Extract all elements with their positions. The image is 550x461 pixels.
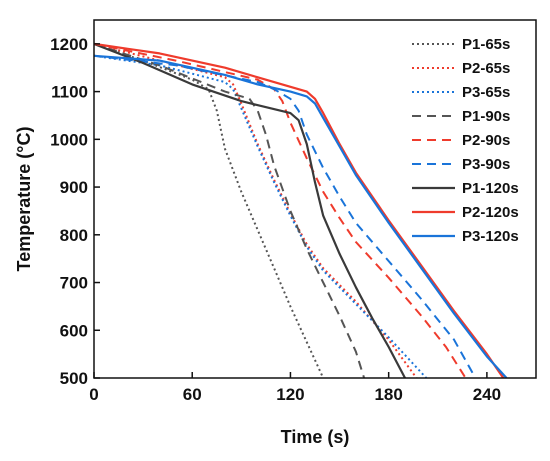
x-tick-label-0: 0 (89, 385, 98, 404)
legend-label-p3-65s: P3-65s (462, 84, 510, 101)
legend-label-p2-65s: P2-65s (462, 60, 510, 77)
x-tick-label-120: 120 (276, 385, 304, 404)
x-axis-title: Time (s) (281, 427, 350, 447)
axis-ticks (93, 43, 488, 379)
x-tick-label-240: 240 (473, 385, 501, 404)
series-lines (94, 42, 508, 378)
series-line-p1-90s (94, 42, 366, 378)
y-tick-label-700: 700 (60, 274, 88, 293)
y-tick-label-1000: 1000 (50, 130, 88, 149)
series-line-p3-120s (94, 54, 508, 378)
legend-label-p2-90s: P2-90s (462, 132, 510, 149)
plot-frame (93, 19, 537, 379)
legend-label-p2-120s: P2-120s (462, 204, 519, 221)
y-axis-title: Temperature (°C) (14, 127, 34, 272)
series-line-p2-65s (94, 42, 418, 378)
x-tick-label-60: 60 (183, 385, 202, 404)
legend-label-p1-65s: P1-65s (462, 36, 510, 53)
series-line-p2-120s (94, 42, 505, 378)
legend-label-p1-120s: P1-120s (462, 180, 519, 197)
y-tick-label-500: 500 (60, 369, 88, 388)
legend-label-p3-120s: P3-120s (462, 228, 519, 245)
y-tick-label-900: 900 (60, 178, 88, 197)
axis-tick-labels: 0 60 120 180 240 500 600 700 800 900 1000 1100 1200 (50, 35, 501, 404)
y-tick-label-600: 600 (60, 321, 88, 340)
legend-label-p3-90s: P3-90s (462, 156, 510, 173)
y-tick-label-800: 800 (60, 226, 88, 245)
legend-label-p1-90s: P1-90s (462, 108, 510, 125)
legend: P1-65s P2-65s P3-65s P1-90s P2-90s P3-90s P1-1… (412, 36, 519, 245)
series-line-p1-65s (94, 42, 325, 378)
y-tick-label-1200: 1200 (50, 35, 88, 54)
x-tick-label-180: 180 (374, 385, 402, 404)
series-line-p3-90s (94, 54, 477, 378)
series-line-p2-90s (94, 42, 467, 378)
y-tick-label-1100: 1100 (51, 83, 88, 102)
series-line-p3-65s (94, 54, 428, 378)
series-line-p1-120s (94, 42, 406, 378)
